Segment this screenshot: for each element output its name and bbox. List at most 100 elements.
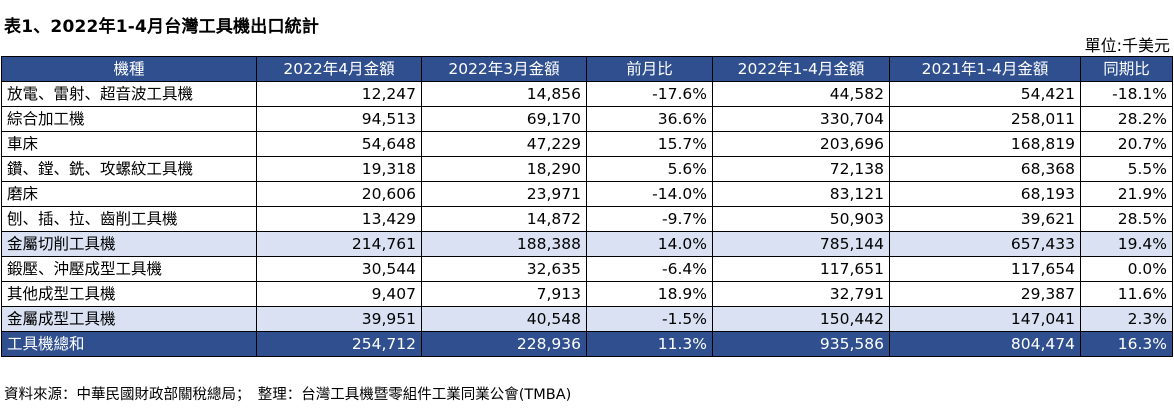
cell-machine-type: 車床 bbox=[1, 131, 257, 157]
cell-mom: 18.9% bbox=[586, 281, 713, 307]
cell-jan-apr-2021: 68,193 bbox=[889, 181, 1081, 207]
table-row: 綜合加工機 94,513 69,170 36.6% 330,704 258,011 28.2… bbox=[1, 106, 1173, 132]
unit-label: 單位:千美元 bbox=[1084, 36, 1170, 55]
cell-machine-type: 工具機總和 bbox=[1, 331, 257, 357]
cell-machine-type: 其他成型工具機 bbox=[1, 281, 257, 307]
header-row: 機種 2022年4月金額 2022年3月金額 前月比 2022年1-4月金額 2… bbox=[1, 56, 1173, 82]
cell-mom: 14.0% bbox=[586, 231, 713, 257]
cell-jan-apr-2021: 68,368 bbox=[889, 156, 1081, 182]
header-machine-type: 機種 bbox=[1, 56, 257, 82]
table-row: 磨床 20,606 23,971 -14.0% 83,121 68,193 21.9% bbox=[1, 181, 1173, 207]
cell-apr-2022: 54,648 bbox=[256, 131, 422, 157]
cell-mar-2022: 18,290 bbox=[421, 156, 587, 182]
cell-yoy: 20.7% bbox=[1080, 131, 1173, 157]
table-row: 鍛壓、沖壓成型工具機 30,544 32,635 -6.4% 117,651 117,65… bbox=[1, 256, 1173, 282]
table-body: 放電、雷射、超音波工具機 12,247 14,856 -17.6% 44,582 54,4… bbox=[1, 81, 1173, 357]
cell-mom: -14.0% bbox=[586, 181, 713, 207]
header-mom: 前月比 bbox=[586, 56, 713, 82]
cell-machine-type: 金屬切削工具機 bbox=[1, 231, 257, 257]
cell-mom: -6.4% bbox=[586, 256, 713, 282]
cell-apr-2022: 39,951 bbox=[256, 306, 422, 332]
header-apr-2022: 2022年4月金額 bbox=[256, 56, 422, 82]
cell-jan-apr-2022: 32,791 bbox=[712, 281, 890, 307]
cell-apr-2022: 254,712 bbox=[256, 331, 422, 357]
cell-yoy: 28.2% bbox=[1080, 106, 1173, 132]
cell-machine-type: 綜合加工機 bbox=[1, 106, 257, 132]
cell-jan-apr-2022: 83,121 bbox=[712, 181, 890, 207]
cell-apr-2022: 30,544 bbox=[256, 256, 422, 282]
cell-jan-apr-2021: 29,387 bbox=[889, 281, 1081, 307]
table-row: 鑽、鏜、銑、攻螺紋工具機 19,318 18,290 5.6% 72,138 68,368… bbox=[1, 156, 1173, 182]
cell-mar-2022: 7,913 bbox=[421, 281, 587, 307]
header-jan-apr-2021: 2021年1-4月金額 bbox=[889, 56, 1081, 82]
cell-jan-apr-2022: 72,138 bbox=[712, 156, 890, 182]
cell-mom: -17.6% bbox=[586, 81, 713, 107]
cell-yoy: 2.3% bbox=[1080, 306, 1173, 332]
cell-apr-2022: 94,513 bbox=[256, 106, 422, 132]
cell-mom: 5.6% bbox=[586, 156, 713, 182]
table-row: 放電、雷射、超音波工具機 12,247 14,856 -17.6% 44,582 54,4… bbox=[1, 81, 1173, 107]
header-mar-2022: 2022年3月金額 bbox=[421, 56, 587, 82]
header-yoy: 同期比 bbox=[1080, 56, 1173, 82]
table-row: 其他成型工具機 9,407 7,913 18.9% 32,791 29,387 11.6% bbox=[1, 281, 1173, 307]
subtotal-row: 金屬成型工具機 39,951 40,548 -1.5% 150,442 147,041 2.… bbox=[1, 306, 1173, 332]
cell-apr-2022: 19,318 bbox=[256, 156, 422, 182]
cell-yoy: 19.4% bbox=[1080, 231, 1173, 257]
cell-apr-2022: 12,247 bbox=[256, 81, 422, 107]
header-jan-apr-2022: 2022年1-4月金額 bbox=[712, 56, 890, 82]
table-row: 刨、插、拉、齒削工具機 13,429 14,872 -9.7% 50,903 39,621… bbox=[1, 206, 1173, 232]
cell-mar-2022: 23,971 bbox=[421, 181, 587, 207]
cell-mom: 15.7% bbox=[586, 131, 713, 157]
cell-yoy: 16.3% bbox=[1080, 331, 1173, 357]
cell-mar-2022: 69,170 bbox=[421, 106, 587, 132]
table-title: 表1、2022年1-4月台灣工具機出口統計 bbox=[4, 17, 320, 37]
cell-jan-apr-2021: 54,421 bbox=[889, 81, 1081, 107]
cell-apr-2022: 13,429 bbox=[256, 206, 422, 232]
cell-jan-apr-2022: 330,704 bbox=[712, 106, 890, 132]
cell-mar-2022: 14,872 bbox=[421, 206, 587, 232]
cell-jan-apr-2022: 785,144 bbox=[712, 231, 890, 257]
cell-mom: -1.5% bbox=[586, 306, 713, 332]
cell-jan-apr-2021: 804,474 bbox=[889, 331, 1081, 357]
subtotal-row: 金屬切削工具機 214,761 188,388 14.0% 785,144 657,433… bbox=[1, 231, 1173, 257]
cell-jan-apr-2022: 44,582 bbox=[712, 81, 890, 107]
cell-yoy: 5.5% bbox=[1080, 156, 1173, 182]
cell-jan-apr-2021: 258,011 bbox=[889, 106, 1081, 132]
cell-yoy: 28.5% bbox=[1080, 206, 1173, 232]
cell-mar-2022: 32,635 bbox=[421, 256, 587, 282]
cell-apr-2022: 214,761 bbox=[256, 231, 422, 257]
cell-apr-2022: 20,606 bbox=[256, 181, 422, 207]
cell-jan-apr-2022: 50,903 bbox=[712, 206, 890, 232]
cell-machine-type: 磨床 bbox=[1, 181, 257, 207]
cell-jan-apr-2021: 657,433 bbox=[889, 231, 1081, 257]
export-stats-table: 機種 2022年4月金額 2022年3月金額 前月比 2022年1-4月金額 2… bbox=[1, 56, 1173, 357]
cell-mar-2022: 188,388 bbox=[421, 231, 587, 257]
cell-mom: -9.7% bbox=[586, 206, 713, 232]
cell-jan-apr-2022: 117,651 bbox=[712, 256, 890, 282]
cell-machine-type: 鍛壓、沖壓成型工具機 bbox=[1, 256, 257, 282]
cell-mar-2022: 14,856 bbox=[421, 81, 587, 107]
table-row: 車床 54,648 47,229 15.7% 203,696 168,819 20.7% bbox=[1, 131, 1173, 157]
cell-jan-apr-2021: 117,654 bbox=[889, 256, 1081, 282]
cell-mar-2022: 228,936 bbox=[421, 331, 587, 357]
cell-jan-apr-2022: 203,696 bbox=[712, 131, 890, 157]
cell-yoy: -18.1% bbox=[1080, 81, 1173, 107]
cell-machine-type: 鑽、鏜、銑、攻螺紋工具機 bbox=[1, 156, 257, 182]
cell-mar-2022: 47,229 bbox=[421, 131, 587, 157]
cell-jan-apr-2022: 150,442 bbox=[712, 306, 890, 332]
cell-machine-type: 金屬成型工具機 bbox=[1, 306, 257, 332]
cell-machine-type: 放電、雷射、超音波工具機 bbox=[1, 81, 257, 107]
cell-mom: 36.6% bbox=[586, 106, 713, 132]
cell-jan-apr-2021: 168,819 bbox=[889, 131, 1081, 157]
cell-machine-type: 刨、插、拉、齒削工具機 bbox=[1, 206, 257, 232]
cell-jan-apr-2021: 39,621 bbox=[889, 206, 1081, 232]
cell-mom: 11.3% bbox=[586, 331, 713, 357]
cell-jan-apr-2022: 935,586 bbox=[712, 331, 890, 357]
cell-apr-2022: 9,407 bbox=[256, 281, 422, 307]
cell-mar-2022: 40,548 bbox=[421, 306, 587, 332]
source-note: 資料來源：中華民國財政部關稅總局； 整理：台灣工具機暨零組件工業同業公會(TMB… bbox=[4, 387, 572, 403]
total-row: 工具機總和 254,712 228,936 11.3% 935,586 804,474 16… bbox=[1, 331, 1173, 357]
cell-yoy: 21.9% bbox=[1080, 181, 1173, 207]
cell-yoy: 0.0% bbox=[1080, 256, 1173, 282]
cell-yoy: 11.6% bbox=[1080, 281, 1173, 307]
